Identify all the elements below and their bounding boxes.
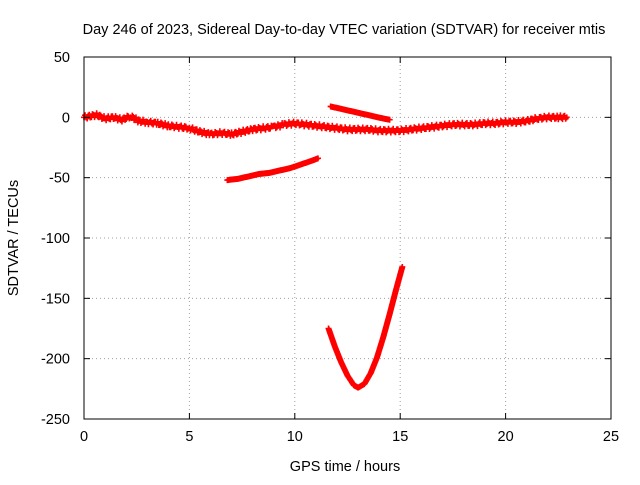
y-tick-label: -50 [49, 171, 70, 187]
data-point [333, 123, 340, 130]
chart-title: Day 246 of 2023, Sidereal Day-to-day VTE… [83, 22, 606, 38]
data-marker [84, 115, 91, 122]
data-series [325, 263, 406, 391]
x-tick-label: 0 [80, 429, 88, 445]
data-layer [81, 103, 570, 391]
data-point [563, 114, 570, 121]
data-marker [230, 132, 237, 139]
data-marker [122, 116, 129, 123]
x-tick-label: 25 [603, 429, 619, 445]
data-marker [189, 124, 196, 131]
y-tick-label: -150 [41, 291, 70, 307]
x-tick-label: 15 [392, 429, 408, 445]
y-tick-label: -100 [41, 231, 70, 247]
x-tick-label: 5 [185, 429, 193, 445]
data-marker [235, 127, 242, 134]
x-axis-label: GPS time / hours [290, 459, 400, 475]
data-point [93, 110, 100, 117]
data-point [314, 155, 321, 162]
x-tick-label: 10 [287, 429, 303, 445]
y-tick-label: -250 [41, 412, 70, 428]
data-series [327, 103, 393, 123]
plot-frame [83, 56, 612, 420]
data-point [399, 263, 406, 270]
data-point [118, 118, 125, 125]
data-series [224, 155, 321, 184]
data-marker [96, 111, 103, 118]
y-tick-label: 50 [54, 50, 70, 66]
y-tick-label: -200 [41, 352, 70, 368]
x-tick-label: 20 [498, 429, 514, 445]
data-marker [262, 126, 269, 133]
data-marker [274, 121, 281, 128]
y-tick-label: 0 [62, 110, 70, 126]
tick-layer: 0 5 10 15 20 25 50 0 -50 -100 -150 -200 -250 [41, 50, 619, 445]
y-axis-label: SDTVAR / TECUs [6, 180, 22, 296]
data-marker [193, 126, 200, 133]
data-marker [242, 129, 249, 136]
data-series [81, 110, 570, 139]
data-point [386, 116, 393, 123]
